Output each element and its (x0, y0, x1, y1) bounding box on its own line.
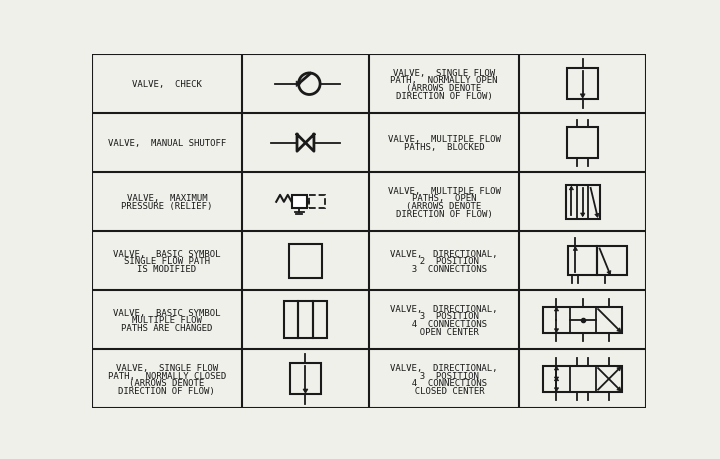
Text: VALVE,  DIRECTIONAL,: VALVE, DIRECTIONAL, (390, 249, 498, 258)
Text: VALVE,  DIRECTIONAL,: VALVE, DIRECTIONAL, (390, 363, 498, 372)
Text: SINGLE FLOW PATH: SINGLE FLOW PATH (124, 257, 210, 266)
Bar (598, 246, 626, 276)
Text: OPEN CENTER: OPEN CENTER (409, 327, 479, 336)
Polygon shape (554, 308, 559, 311)
Polygon shape (595, 214, 599, 218)
Text: 3  POSITION: 3 POSITION (409, 371, 479, 380)
Polygon shape (617, 387, 621, 391)
Text: CLOSED CENTER: CLOSED CENTER (404, 386, 485, 395)
Bar (289, 244, 323, 278)
Polygon shape (570, 187, 574, 190)
Text: VALVE,  CHECK: VALVE, CHECK (132, 80, 202, 89)
Bar (544, 307, 622, 333)
Bar (290, 364, 321, 394)
Polygon shape (297, 205, 302, 208)
Text: 3  POSITION: 3 POSITION (409, 312, 479, 321)
Text: VALVE,  MAXIMUM: VALVE, MAXIMUM (127, 194, 207, 203)
Text: VALVE,  SINGLE FLOW: VALVE, SINGLE FLOW (116, 363, 218, 372)
Polygon shape (617, 367, 621, 371)
Polygon shape (617, 328, 621, 332)
Bar (310, 196, 325, 209)
Text: VALVE,  DIRECTIONAL,: VALVE, DIRECTIONAL, (390, 304, 498, 313)
Text: VALVE,  BASIC SYMBOL: VALVE, BASIC SYMBOL (113, 249, 220, 258)
Bar (544, 366, 622, 392)
Text: VALVE,  SINGLE FLOW: VALVE, SINGLE FLOW (393, 68, 495, 78)
Polygon shape (554, 329, 559, 333)
Polygon shape (296, 82, 301, 87)
Bar (292, 196, 307, 209)
Polygon shape (580, 213, 585, 217)
Text: PATHS,  BLOCKED: PATHS, BLOCKED (404, 143, 485, 152)
Polygon shape (607, 271, 611, 275)
Bar (566, 185, 600, 219)
Polygon shape (554, 366, 559, 370)
Polygon shape (580, 95, 585, 99)
Text: PATHS,  OPEN: PATHS, OPEN (412, 194, 477, 203)
Text: IS MODIFIED: IS MODIFIED (138, 264, 197, 274)
Text: PATH,  NORMALLY CLOSED: PATH, NORMALLY CLOSED (108, 371, 226, 380)
Text: VALVE,  MANUAL SHUTOFF: VALVE, MANUAL SHUTOFF (108, 139, 226, 148)
Text: DIRECTION OF FLOW): DIRECTION OF FLOW) (396, 209, 492, 218)
Text: DIRECTION OF FLOW): DIRECTION OF FLOW) (396, 92, 492, 101)
Bar (567, 128, 598, 159)
Text: (ARROWS DENOTE: (ARROWS DENOTE (130, 378, 204, 387)
Bar (568, 246, 598, 276)
Polygon shape (554, 377, 559, 381)
Text: PATH,  NORMALLY OPEN: PATH, NORMALLY OPEN (390, 76, 498, 85)
Text: PATHS ARE CHANGED: PATHS ARE CHANGED (121, 324, 212, 332)
Polygon shape (554, 377, 559, 381)
Text: 4  CONNECTIONS: 4 CONNECTIONS (401, 378, 487, 387)
Text: VALVE,  MULTIPLE FLOW: VALVE, MULTIPLE FLOW (387, 186, 500, 195)
Bar (284, 302, 298, 339)
Text: 3  CONNECTIONS: 3 CONNECTIONS (401, 264, 487, 274)
Text: (ARROWS DENOTE: (ARROWS DENOTE (407, 84, 482, 93)
Text: 4  CONNECTIONS: 4 CONNECTIONS (401, 319, 487, 329)
Text: PRESSURE (RELIEF): PRESSURE (RELIEF) (121, 202, 212, 211)
Text: DIRECTION OF FLOW): DIRECTION OF FLOW) (119, 386, 215, 395)
Text: VALVE,  BASIC SYMBOL: VALVE, BASIC SYMBOL (113, 308, 220, 317)
Polygon shape (303, 389, 308, 393)
Polygon shape (573, 247, 577, 251)
Text: MULTIPLE FLOW: MULTIPLE FLOW (132, 316, 202, 325)
Text: VALVE,  MULTIPLE FLOW: VALVE, MULTIPLE FLOW (387, 135, 500, 144)
Bar (312, 302, 328, 339)
Bar (567, 69, 598, 100)
Text: (ARROWS DENOTE: (ARROWS DENOTE (407, 202, 482, 211)
Bar (298, 302, 312, 339)
Polygon shape (554, 388, 559, 392)
Text: 2  POSITION: 2 POSITION (409, 257, 479, 266)
